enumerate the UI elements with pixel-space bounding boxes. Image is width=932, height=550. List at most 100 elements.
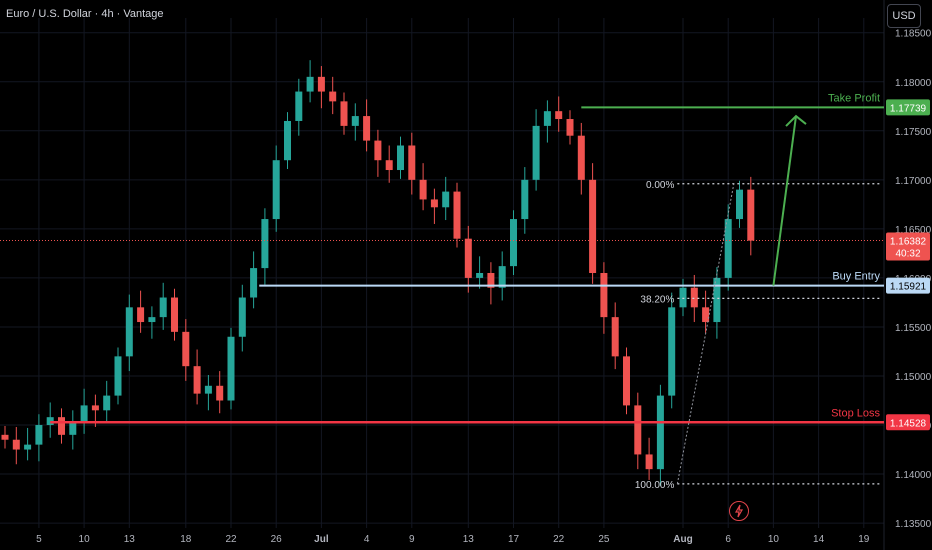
candle-body — [476, 273, 484, 278]
time-tick-label: 22 — [225, 534, 237, 545]
candle-body — [103, 395, 111, 411]
fib-level-label: 38.20% — [640, 294, 674, 305]
candle-body — [397, 145, 404, 171]
candles — [1, 60, 755, 486]
grid-lines — [0, 0, 885, 550]
candle-body — [261, 219, 269, 269]
time-tick-label: 26 — [271, 534, 283, 545]
candle-body — [645, 454, 653, 470]
take_profit-price-text: 1.17739 — [890, 103, 927, 114]
candle-body — [713, 277, 721, 323]
candle-body — [12, 439, 20, 450]
time-tick-label: 10 — [768, 534, 780, 545]
price-tick-label: 1.15500 — [895, 323, 932, 334]
candle-body — [408, 145, 416, 180]
price-tick-label: 1.17500 — [895, 127, 932, 138]
time-tick-label: 4 — [364, 534, 370, 545]
candle-body — [171, 297, 178, 332]
candle-body — [532, 125, 540, 180]
candle-body — [510, 219, 517, 267]
time-tick-label: 13 — [463, 534, 475, 545]
candle-body — [600, 273, 608, 318]
buy_entry-price-tag — [886, 277, 930, 294]
candle-body — [611, 317, 619, 357]
fib-trend-line — [676, 183, 735, 484]
candle-body — [430, 199, 438, 208]
candle-body — [521, 179, 529, 220]
candle-body — [724, 219, 732, 278]
candle-body — [487, 273, 495, 288]
candle-body — [464, 238, 472, 278]
time-tick-label: 25 — [598, 534, 610, 545]
symbol-title: Euro / U.S. Dollar · 4h · Vantage — [6, 8, 164, 20]
lightning-bolt-icon[interactable] — [729, 501, 749, 521]
candle-body — [193, 366, 201, 394]
price-tick-label: 1.13500 — [895, 519, 932, 530]
candle-body — [159, 297, 167, 318]
candle-body — [385, 160, 393, 171]
candle-body — [91, 405, 99, 411]
current-price-text: 1.16382 — [890, 236, 927, 247]
candle-body — [374, 140, 382, 161]
candle-body — [623, 356, 630, 406]
fib-level-label: 0.00% — [646, 180, 674, 191]
drawing-overlays: Take Profit Buy Entry Stop Loss 100.00% 38.2… — [0, 92, 884, 491]
candle-body — [634, 405, 642, 455]
price-tick-label: 1.16500 — [895, 225, 932, 236]
candle-body — [148, 317, 156, 323]
candle-body — [137, 307, 145, 323]
candle-body — [419, 179, 427, 200]
candle-body — [442, 191, 450, 208]
candle-body — [295, 91, 303, 121]
candle-body — [204, 385, 212, 394]
candle-body — [125, 307, 133, 357]
bolt-glyph — [734, 504, 744, 518]
candle-body — [272, 160, 280, 220]
price-tick-label: 1.18000 — [895, 78, 932, 89]
current-price-tag — [886, 232, 930, 261]
candle-body — [679, 287, 687, 308]
price-tick-label: 1.18500 — [895, 29, 932, 40]
price-tick-label: 1.14000 — [895, 470, 932, 481]
candle-body — [227, 336, 235, 401]
candle-body — [340, 101, 348, 126]
take_profit-label: Take Profit — [828, 92, 880, 104]
candle-body — [24, 444, 32, 450]
candle-body — [306, 76, 314, 92]
candle-body — [114, 356, 122, 396]
candle-body — [351, 116, 359, 126]
candle-body — [498, 266, 506, 288]
time-tick-label: 5 — [36, 534, 42, 545]
candle-body — [216, 385, 224, 401]
stop_loss-price-tag — [886, 414, 930, 431]
time-tick-label: 22 — [553, 534, 565, 545]
candle-body — [668, 307, 676, 396]
target-arrow-shaft — [772, 115, 797, 286]
candle-body — [656, 395, 664, 470]
candle-body — [747, 189, 755, 241]
take_profit-price-tag — [886, 99, 930, 116]
candle-body — [284, 120, 291, 161]
candle-body — [69, 423, 77, 435]
currency-button[interactable]: USD — [887, 4, 921, 28]
stop_loss-label: Stop Loss — [831, 407, 880, 419]
candle-body — [453, 191, 461, 239]
time-tick-label: 10 — [79, 534, 91, 545]
candle-body — [317, 76, 325, 92]
candle-body — [182, 331, 190, 367]
candle-body — [690, 287, 698, 308]
candle-body — [1, 434, 9, 440]
time-tick-label: 9 — [409, 534, 415, 545]
time-tick-label: 6 — [725, 534, 731, 545]
candle-body — [589, 179, 597, 273]
candle-body — [250, 268, 258, 298]
candle-body — [58, 417, 65, 435]
candle-body — [363, 116, 371, 141]
candle-body — [555, 111, 563, 120]
price-axis: 1.185001.180001.175001.170001.165001.160… — [886, 29, 932, 530]
time-tick-label: Aug — [673, 534, 692, 545]
time-tick-label: Jul — [314, 534, 329, 545]
candle-body — [702, 307, 710, 323]
buy_entry-price-text: 1.15921 — [890, 282, 927, 293]
